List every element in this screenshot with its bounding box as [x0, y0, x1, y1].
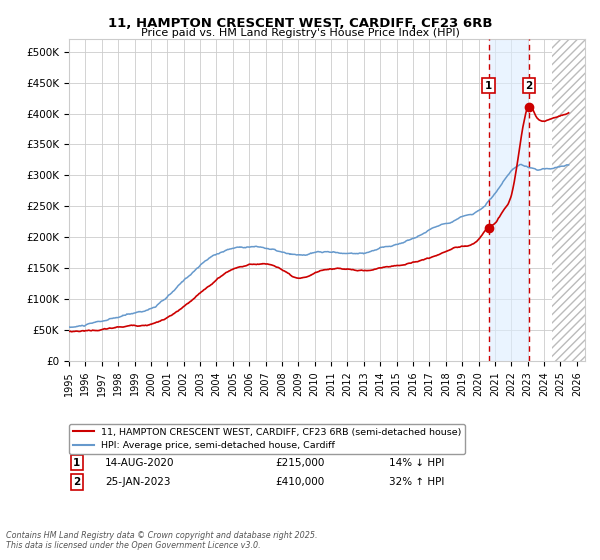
Text: 2: 2	[73, 477, 80, 487]
Text: £215,000: £215,000	[275, 458, 325, 468]
Text: Price paid vs. HM Land Registry's House Price Index (HPI): Price paid vs. HM Land Registry's House …	[140, 28, 460, 38]
Text: 32% ↑ HPI: 32% ↑ HPI	[389, 477, 444, 487]
Bar	[488, 39, 529, 361]
Text: 14-AUG-2020: 14-AUG-2020	[105, 458, 175, 468]
Text: 2: 2	[525, 81, 532, 91]
Text: 25-JAN-2023: 25-JAN-2023	[105, 477, 170, 487]
Text: Contains HM Land Registry data © Crown copyright and database right 2025.
This d: Contains HM Land Registry data © Crown c…	[6, 530, 317, 550]
Legend: 11, HAMPTON CRESCENT WEST, CARDIFF, CF23 6RB (semi-detached house), HPI: Average: 11, HAMPTON CRESCENT WEST, CARDIFF, CF23…	[69, 424, 465, 454]
Text: 11, HAMPTON CRESCENT WEST, CARDIFF, CF23 6RB: 11, HAMPTON CRESCENT WEST, CARDIFF, CF23…	[108, 17, 492, 30]
Bar	[552, 39, 585, 361]
Text: £410,000: £410,000	[275, 477, 325, 487]
Text: 1: 1	[73, 458, 80, 468]
Text: 1: 1	[485, 81, 492, 91]
Text: 14% ↓ HPI: 14% ↓ HPI	[389, 458, 444, 468]
